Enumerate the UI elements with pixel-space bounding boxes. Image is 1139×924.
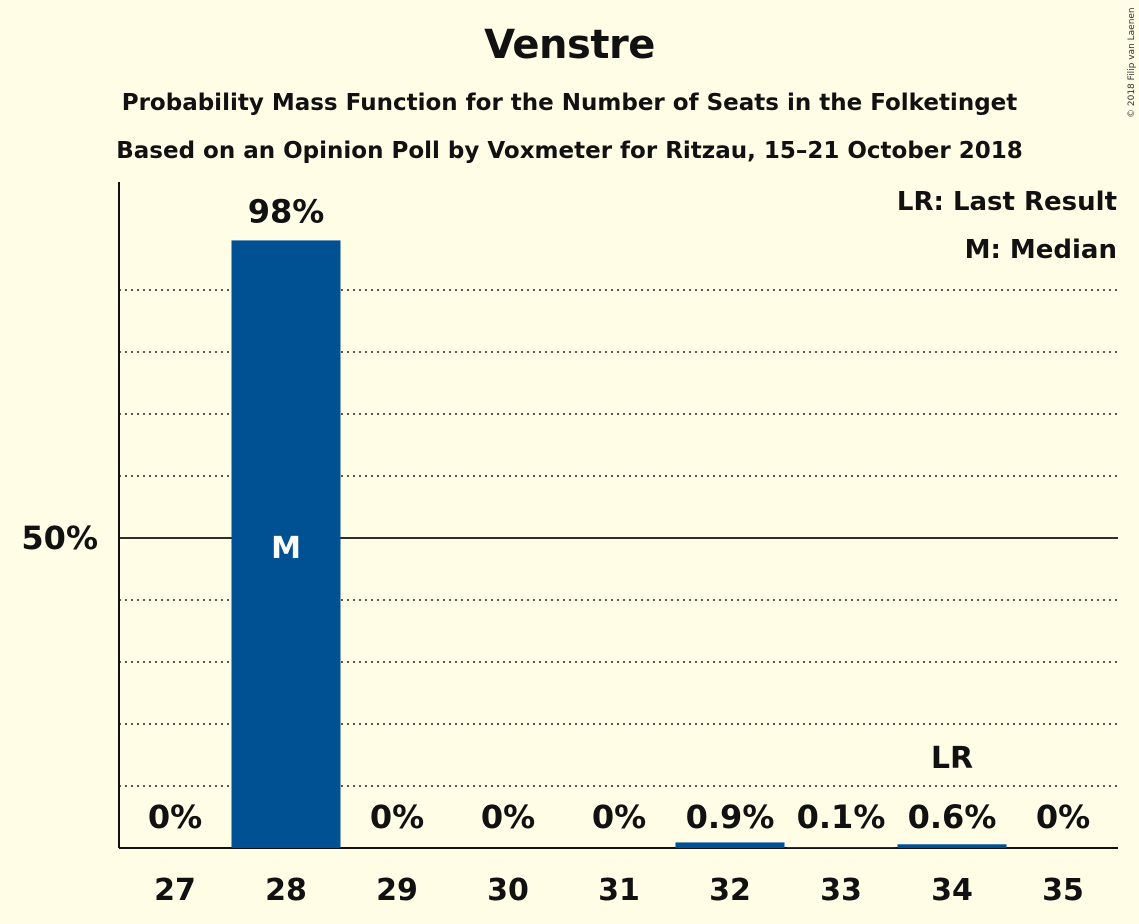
x-tick-label-27: 27 [154, 873, 196, 908]
value-label-30: 0% [481, 798, 535, 836]
x-tick-label-32: 32 [709, 873, 751, 908]
x-tick-label-28: 28 [265, 873, 307, 908]
bar-32 [675, 842, 785, 848]
value-label-34: 0.6% [908, 798, 997, 836]
last-result-marker: LR [931, 741, 973, 776]
y-tick-label: 50% [21, 519, 98, 557]
value-label-35: 0% [1036, 798, 1090, 836]
chart-subtitle: Probability Mass Function for the Number… [121, 90, 1018, 116]
chart-subtitle-source: Based on an Opinion Poll by Voxmeter for… [116, 138, 1023, 164]
x-tick-label-29: 29 [376, 873, 418, 908]
bar-28 [231, 240, 341, 848]
x-tick-label-30: 30 [487, 873, 529, 908]
x-tick-label-34: 34 [931, 873, 973, 908]
x-tick-label-31: 31 [598, 873, 640, 908]
chart-title: Venstre [484, 22, 655, 68]
x-tick-label-33: 33 [820, 873, 862, 908]
value-label-27: 0% [148, 798, 202, 836]
value-label-32: 0.9% [686, 798, 775, 836]
x-tick-label-35: 35 [1042, 873, 1084, 908]
value-label-28: 98% [248, 192, 325, 230]
legend-last-result: LR: Last Result [897, 187, 1117, 217]
value-label-33: 0.1% [797, 798, 886, 836]
value-label-29: 0% [370, 798, 424, 836]
bar-33 [786, 847, 896, 848]
legend-median: M: Median [965, 235, 1117, 265]
bar-34 [897, 844, 1007, 848]
median-marker: M [271, 531, 301, 566]
value-label-31: 0% [592, 798, 646, 836]
